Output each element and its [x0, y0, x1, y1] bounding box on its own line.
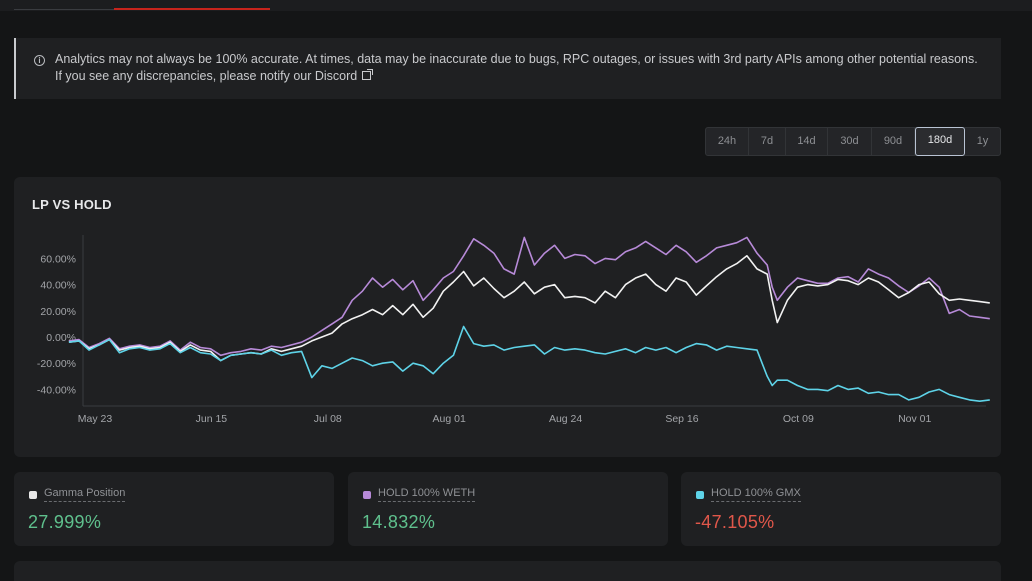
- y-tick-label: -20.00%: [37, 358, 76, 370]
- stat-label: HOLD 100% WETH: [378, 487, 476, 502]
- stat-value: 14.832%: [362, 512, 436, 532]
- time-range-selector: 24h 7d 14d 30d 90d 180d 1y: [705, 127, 1001, 156]
- x-tick-label: Sep 16: [665, 413, 698, 425]
- range-button-1y[interactable]: 1y: [976, 135, 989, 147]
- y-tick-label: 20.00%: [40, 306, 76, 318]
- notice-text: Analytics may not always be 100% accurat…: [55, 52, 978, 83]
- range-button-90d[interactable]: 90d: [872, 128, 915, 155]
- stat-value: -47.105%: [695, 512, 775, 532]
- stat-card-gamma-position: Gamma Position 27.999%: [14, 472, 334, 546]
- top-tab-bar: [0, 0, 1032, 11]
- y-tick-label: 40.00%: [40, 280, 76, 292]
- tab-underline-active[interactable]: [114, 8, 270, 10]
- stat-label: HOLD 100% GMX: [711, 487, 801, 502]
- range-button-30d[interactable]: 30d: [828, 128, 872, 155]
- analytics-notice: i Analytics may not always be 100% accur…: [14, 38, 1001, 99]
- stat-value: 27.999%: [28, 512, 102, 532]
- range-button-7d[interactable]: 7d: [749, 128, 786, 155]
- notice-text-wrap: Analytics may not always be 100% accurat…: [55, 51, 981, 99]
- y-tick-label: -40.00%: [37, 384, 76, 396]
- y-tick-label: 0.00%: [46, 332, 76, 344]
- external-link-icon[interactable]: [362, 69, 374, 80]
- lp-vs-hold-chart: -40.00% -20.00% 0.00% 20.00% 40.00% 60.00% May…: [37, 235, 990, 425]
- chart-title: LP VS HOLD: [32, 197, 112, 212]
- lp-vs-hold-chart-card: LP VS HOLD -40.00% -20.00% 0.00% 20.00% 40.0…: [14, 177, 1001, 457]
- y-tick-label: 60.00%: [40, 253, 76, 265]
- legend-swatch-gamma: [29, 490, 37, 499]
- x-tick-label: May 23: [78, 413, 113, 425]
- x-tick-label: Aug 01: [433, 413, 466, 425]
- stat-label: Gamma Position: [44, 487, 126, 502]
- tab-underline-inactive: [14, 9, 114, 10]
- x-tick-label: Jun 15: [196, 413, 228, 425]
- stat-card-hold-weth: HOLD 100% WETH 14.832%: [348, 472, 668, 546]
- stat-card-hold-gmx: HOLD 100% GMX -47.105%: [681, 472, 1001, 546]
- legend-swatch-weth: [363, 490, 371, 499]
- legend-swatch-gmx: [696, 490, 704, 499]
- range-button-24h[interactable]: 24h: [706, 128, 749, 155]
- x-tick-label: Jul 08: [314, 413, 342, 425]
- next-section-card: [14, 561, 1001, 581]
- x-tick-label: Nov 01: [898, 413, 931, 425]
- x-tick-label: Oct 09: [783, 413, 814, 425]
- range-button-180d[interactable]: 180d: [915, 127, 965, 156]
- series-line-hold-100-weth: [68, 236, 990, 357]
- series-line-hold-100-gmx: [68, 325, 990, 402]
- info-icon: i: [34, 55, 45, 66]
- range-button-14d[interactable]: 14d: [786, 128, 828, 155]
- x-tick-label: Aug 24: [549, 413, 582, 425]
